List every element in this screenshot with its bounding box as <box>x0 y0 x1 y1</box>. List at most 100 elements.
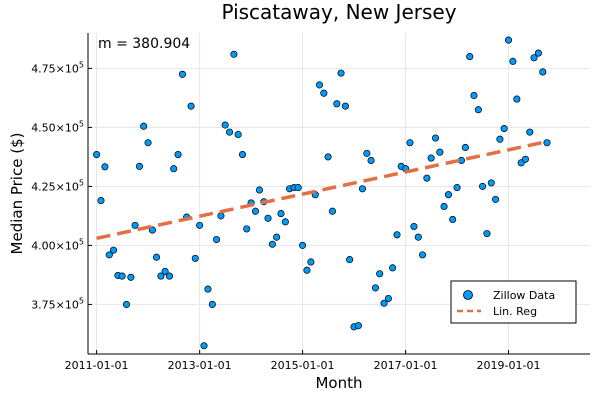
data-point <box>474 106 482 114</box>
data-point <box>131 221 139 229</box>
data-point <box>303 266 311 274</box>
data-point <box>277 210 285 218</box>
data-point <box>187 102 195 110</box>
data-point <box>268 240 276 248</box>
data-point <box>414 233 422 241</box>
data-point <box>526 128 534 136</box>
data-point <box>521 155 529 163</box>
data-point <box>453 184 461 192</box>
data-point <box>170 165 178 173</box>
data-point <box>444 191 453 199</box>
data-point <box>135 162 144 170</box>
data-point <box>363 149 371 157</box>
data-point <box>191 254 199 262</box>
data-point <box>93 151 101 159</box>
y-tick-exponent: 5 <box>79 178 84 187</box>
data-point <box>410 222 418 231</box>
y-tick-exponent: 5 <box>79 296 84 305</box>
x-axis-ticks: 2011-01-01 2013-01-01 2015-01-01 2017-01-01… <box>65 350 541 372</box>
data-point <box>251 207 260 215</box>
data-point <box>341 102 349 110</box>
x-tick-label: 2011-01-01 <box>65 359 129 372</box>
data-point <box>294 184 302 192</box>
data-point <box>543 139 551 147</box>
regression-line-layer <box>96 139 548 241</box>
y-tick-mantissa: 4.50×10 <box>31 121 79 134</box>
data-point <box>509 57 517 65</box>
x-tick-label: 2017-01-01 <box>374 359 438 372</box>
data-point <box>200 342 208 350</box>
data-point <box>299 241 307 249</box>
data-point <box>479 182 487 190</box>
data-point <box>178 70 187 78</box>
data-point <box>204 285 212 293</box>
data-point <box>255 186 263 194</box>
data-point <box>406 139 414 147</box>
legend-marker-zillow <box>463 290 473 300</box>
data-point <box>328 207 336 215</box>
data-point <box>539 68 547 76</box>
data-point <box>483 230 491 238</box>
data-point <box>213 235 221 244</box>
data-point <box>346 256 354 264</box>
y-tick-mantissa: 4.25×10 <box>31 180 79 193</box>
data-point <box>122 300 131 308</box>
data-point <box>449 215 457 224</box>
data-point <box>273 233 281 241</box>
data-point <box>333 100 341 108</box>
chart-title: Piscataway, New Jersey <box>221 0 456 24</box>
data-point <box>217 212 225 220</box>
y-tick-mantissa: 3.75×10 <box>31 298 79 311</box>
data-point <box>461 143 469 152</box>
data-point <box>105 251 113 259</box>
data-point <box>234 130 242 139</box>
data-point <box>431 134 440 142</box>
data-point <box>157 272 165 280</box>
data-point <box>358 185 367 193</box>
data-point <box>337 69 345 77</box>
y-axis-title: Median Price ($) <box>8 133 26 255</box>
y-tick-label: 4.75×105 <box>31 60 84 75</box>
data-point <box>165 272 174 280</box>
y-tick-label: 3.75×105 <box>31 296 84 311</box>
x-tick-label: 2019-01-01 <box>477 359 541 372</box>
data-point <box>436 148 444 156</box>
y-tick-mantissa: 4.75×10 <box>31 62 79 75</box>
data-point <box>376 270 384 278</box>
data-point <box>127 273 135 281</box>
x-axis-title: Month <box>315 374 362 392</box>
data-point <box>230 50 238 58</box>
data-point <box>144 139 152 147</box>
data-point <box>491 195 500 203</box>
data-point <box>161 267 169 275</box>
data-point <box>281 218 289 226</box>
data-point <box>354 322 362 330</box>
data-point <box>97 197 105 205</box>
x-tick-label: 2013-01-01 <box>168 359 232 372</box>
data-point <box>324 153 332 161</box>
data-point <box>238 151 247 159</box>
data-point <box>208 300 216 308</box>
data-point <box>264 214 272 222</box>
scatter-points <box>93 36 551 350</box>
data-point <box>243 225 251 233</box>
data-point <box>152 253 161 261</box>
data-point <box>225 128 234 136</box>
data-point <box>140 122 148 130</box>
data-point <box>496 135 504 143</box>
x-tick-label: 2015-01-01 <box>271 359 335 372</box>
data-point <box>534 49 542 57</box>
legend-label-linreg: Lin. Reg <box>493 305 537 318</box>
slope-annotation: m = 380.904 <box>98 36 190 52</box>
y-tick-exponent: 5 <box>79 119 84 128</box>
data-point <box>196 221 204 229</box>
data-point <box>320 89 328 97</box>
data-point <box>118 272 126 280</box>
regression-line <box>96 139 548 241</box>
data-point <box>470 91 478 100</box>
data-point <box>500 125 508 133</box>
data-point <box>440 202 448 211</box>
y-tick-exponent: 5 <box>79 60 84 69</box>
data-point <box>101 163 109 171</box>
data-point <box>530 54 538 62</box>
